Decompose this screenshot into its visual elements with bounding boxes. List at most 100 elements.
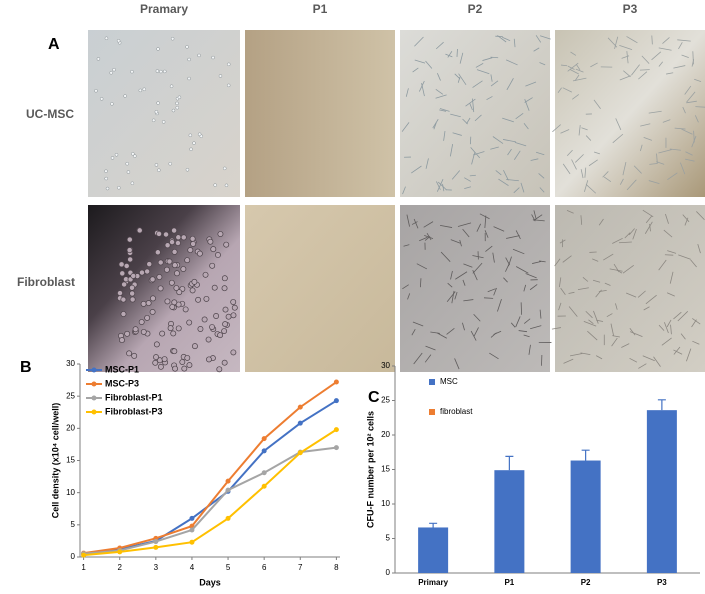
cell	[476, 69, 490, 75]
cell	[105, 186, 110, 191]
cell	[189, 147, 193, 152]
cell	[195, 296, 202, 303]
cell	[580, 215, 583, 225]
cell	[633, 165, 642, 174]
cell	[450, 239, 461, 244]
cell	[419, 236, 428, 242]
cell	[110, 102, 114, 106]
cell	[146, 261, 153, 268]
cell	[530, 325, 542, 330]
image	[555, 205, 705, 372]
cell	[424, 354, 432, 363]
cell	[451, 170, 461, 180]
cell	[539, 62, 546, 66]
cell	[661, 337, 672, 346]
cell	[177, 95, 182, 100]
row-label: Fibroblast	[17, 275, 75, 289]
cell	[206, 356, 212, 363]
cell	[466, 117, 471, 124]
cell	[609, 268, 623, 272]
cell	[664, 322, 669, 334]
x-tick-label: 7	[298, 563, 303, 572]
cell	[218, 74, 223, 78]
cell	[639, 144, 643, 152]
cell	[575, 68, 584, 73]
cell	[454, 358, 460, 370]
cell	[121, 281, 128, 288]
y-tick-label: 10	[66, 488, 75, 497]
cell	[479, 213, 490, 220]
cell	[473, 327, 479, 337]
cell	[533, 214, 543, 221]
cell	[171, 108, 176, 113]
cell	[222, 306, 229, 313]
image	[245, 205, 395, 372]
cell	[446, 328, 455, 335]
cell	[515, 316, 521, 328]
y-axis-label: CFU-F number per 10² cells	[365, 411, 375, 528]
cell	[202, 271, 209, 278]
cell	[201, 316, 208, 323]
cell	[583, 320, 597, 327]
cell	[186, 319, 193, 326]
cell	[230, 299, 237, 305]
cell	[144, 314, 151, 321]
cell	[174, 270, 180, 277]
cell	[170, 330, 177, 337]
cell	[622, 161, 627, 176]
cell	[595, 355, 603, 360]
cell	[120, 311, 127, 318]
cell	[684, 158, 695, 162]
cell	[510, 322, 516, 328]
cell	[138, 88, 143, 93]
cell	[406, 214, 410, 227]
cell	[632, 228, 637, 240]
cell	[112, 67, 116, 72]
cell	[697, 243, 701, 254]
cell	[445, 53, 453, 58]
cell	[470, 147, 481, 159]
cell	[692, 340, 700, 345]
cell	[209, 262, 216, 269]
cell	[681, 54, 689, 58]
cell	[506, 78, 514, 91]
cell	[473, 151, 485, 156]
cell	[593, 151, 601, 155]
cell	[129, 296, 136, 303]
legend-label: MSC-P1	[105, 364, 139, 374]
cell	[585, 310, 593, 319]
cell	[187, 76, 191, 81]
cell	[171, 248, 178, 255]
cell	[150, 295, 156, 302]
cell	[216, 366, 223, 373]
cell	[455, 271, 468, 280]
cell	[669, 271, 674, 284]
cell	[159, 330, 166, 337]
y-tick-label: 25	[381, 396, 390, 405]
cell	[563, 358, 574, 364]
x-tick-label: 4	[190, 563, 195, 572]
cell	[230, 349, 237, 356]
cell	[667, 250, 677, 254]
cell	[161, 356, 168, 363]
cell	[419, 278, 422, 288]
cell	[119, 270, 126, 277]
marker	[81, 552, 87, 558]
cell	[157, 363, 164, 370]
cell	[680, 333, 686, 340]
cell	[221, 275, 228, 282]
cell	[172, 365, 179, 372]
cell	[505, 59, 518, 66]
marker	[333, 427, 339, 433]
cell	[225, 313, 232, 320]
cell	[426, 233, 432, 241]
cell	[226, 83, 231, 88]
cell	[506, 235, 520, 239]
cell	[472, 80, 483, 88]
cell	[518, 330, 528, 333]
cell	[539, 260, 546, 263]
cell	[213, 313, 220, 319]
cell	[126, 247, 133, 254]
y-tick-label: 10	[381, 499, 390, 508]
cell	[129, 290, 136, 297]
